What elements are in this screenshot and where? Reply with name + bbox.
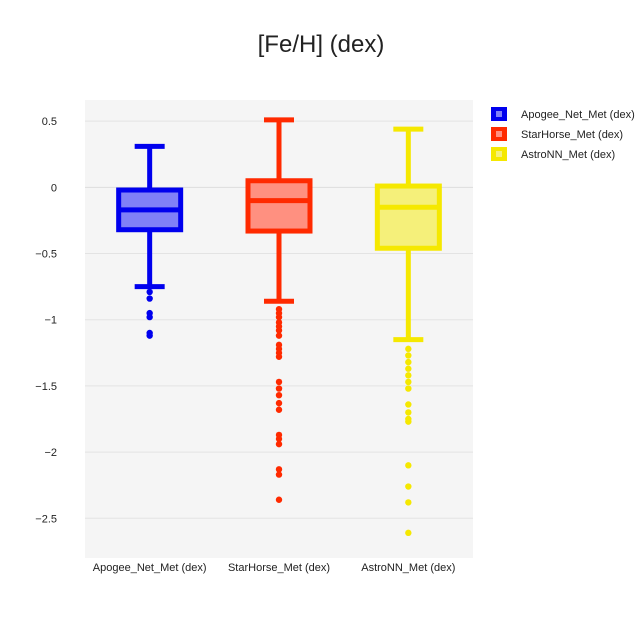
outlier-point	[405, 401, 412, 408]
box-group	[245, 117, 313, 503]
y-tick-label: −2	[44, 447, 57, 459]
outlier-point	[275, 471, 283, 478]
legend-label: StarHorse_Met (dex)	[521, 129, 623, 141]
outlier-point	[146, 313, 153, 321]
box-iqr	[374, 183, 442, 251]
outlier-point	[275, 440, 283, 448]
outlier-point	[146, 288, 153, 296]
outlier-point	[275, 332, 283, 339]
outlier-point	[405, 372, 412, 379]
outlier-point	[275, 399, 283, 407]
legend-label: Apogee_Net_Met (dex)	[521, 109, 635, 121]
box-group	[116, 143, 184, 339]
outlier-point	[405, 385, 412, 392]
legend: Apogee_Net_Met (dex) StarHorse_Met (dex) A…	[491, 107, 635, 161]
legend-item: AstroNN_Met (dex)	[491, 147, 615, 161]
legend-swatch-inner	[496, 151, 502, 157]
y-tick-label: −1	[44, 315, 57, 327]
y-tick-label: −0.5	[35, 249, 57, 261]
y-tick-label: −2.5	[35, 513, 57, 525]
legend-swatch-inner	[496, 111, 502, 117]
y-tick-label: −1.5	[35, 381, 57, 393]
outlier-point	[275, 313, 283, 321]
outlier-point	[405, 462, 412, 469]
outlier-point	[275, 353, 283, 360]
y-axis: 0.5 0 −0.5 −1 −1.5 −2 −2.5	[35, 116, 57, 525]
outlier-point	[405, 529, 412, 537]
outlier-point	[275, 378, 283, 386]
outlier-point	[405, 352, 412, 359]
box-iqr	[245, 178, 313, 234]
outlier-point	[405, 358, 412, 366]
legend-label: AstroNN_Met (dex)	[521, 149, 615, 161]
outlier-point	[146, 332, 153, 339]
outlier-point	[405, 409, 412, 416]
legend-item: StarHorse_Met (dex)	[491, 127, 623, 141]
outlier-point	[275, 391, 283, 399]
outlier-point	[275, 435, 283, 443]
boxes	[116, 117, 442, 537]
x-axis: Apogee_Net_Met (dex) StarHorse_Met (dex) A…	[93, 562, 456, 574]
outlier-point	[275, 327, 283, 334]
x-tick-label: Apogee_Net_Met (dex)	[93, 562, 207, 574]
outlier-point	[275, 385, 283, 392]
legend-swatch-inner	[496, 131, 502, 137]
y-tick-label: 0.5	[42, 116, 57, 128]
outlier-point	[405, 418, 412, 425]
outlier-point	[275, 406, 283, 413]
x-tick-label: AstroNN_Met (dex)	[361, 562, 455, 574]
x-tick-label: StarHorse_Met (dex)	[228, 562, 330, 574]
outlier-point	[405, 345, 412, 353]
y-tick-label: 0	[51, 182, 57, 194]
outlier-point	[405, 365, 412, 372]
outlier-point	[275, 466, 283, 473]
box-group	[374, 126, 442, 537]
outlier-point	[405, 483, 412, 490]
outlier-point	[146, 295, 153, 302]
outlier-point	[405, 378, 412, 386]
chart-title: [Fe/H] (dex)	[258, 31, 385, 58]
outlier-point	[405, 499, 412, 506]
outlier-point	[275, 496, 283, 503]
legend-item: Apogee_Net_Met (dex)	[491, 107, 635, 121]
